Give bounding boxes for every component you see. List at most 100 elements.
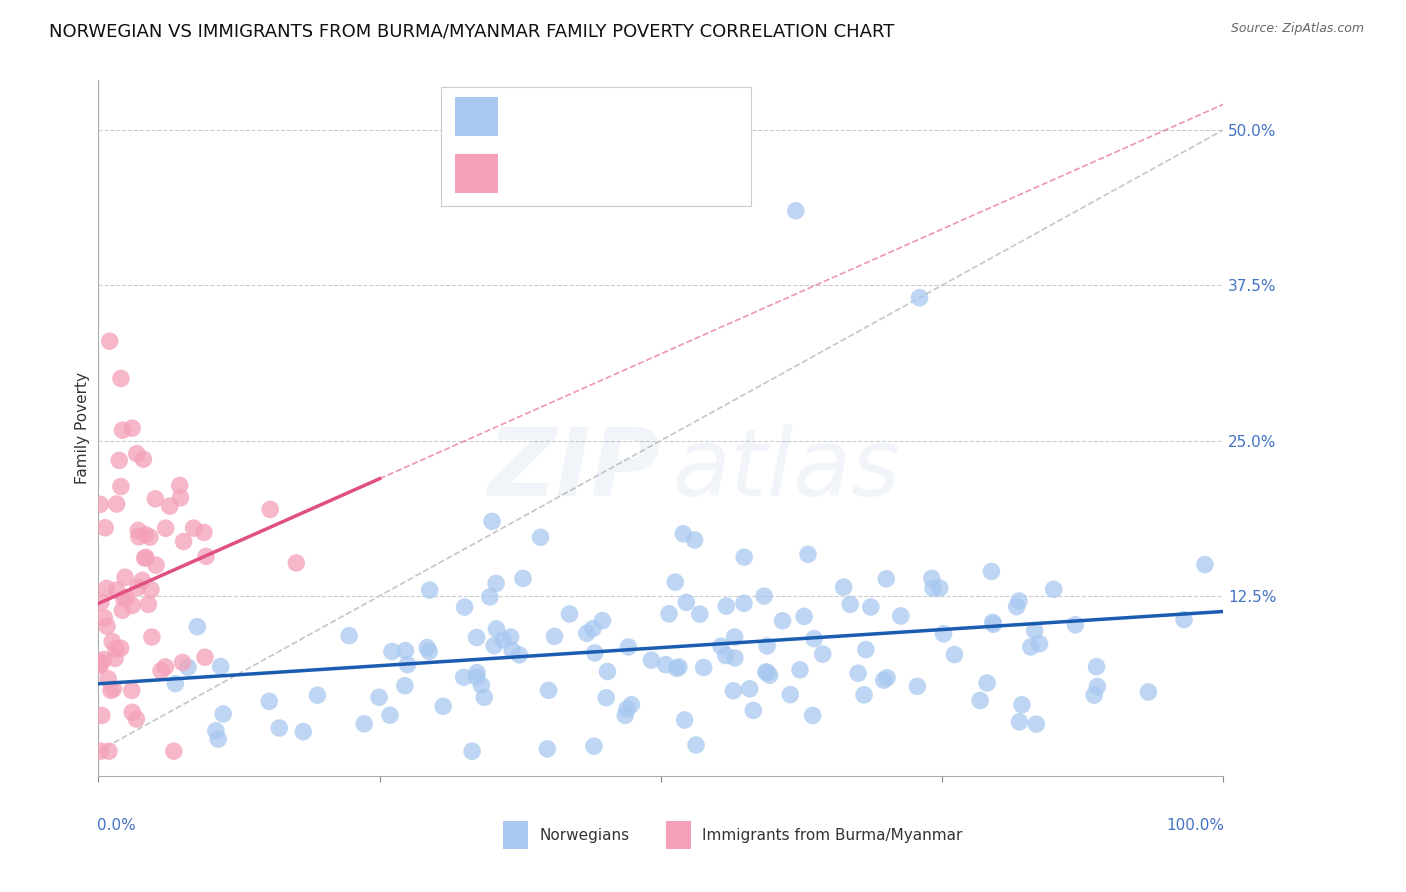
Point bbox=[797, 547, 820, 561]
Point bbox=[614, 708, 637, 723]
Text: R = 0.187: R = 0.187 bbox=[512, 166, 595, 181]
Point bbox=[928, 581, 950, 595]
FancyBboxPatch shape bbox=[441, 87, 751, 205]
Point bbox=[846, 666, 869, 681]
Point bbox=[461, 744, 484, 758]
Point bbox=[90, 595, 112, 609]
Point bbox=[675, 595, 697, 609]
Text: 100.0%: 100.0% bbox=[1167, 818, 1225, 833]
Point bbox=[692, 660, 714, 674]
Point bbox=[93, 652, 115, 666]
Point bbox=[793, 609, 815, 624]
Point bbox=[1083, 688, 1105, 702]
Point bbox=[789, 663, 811, 677]
Point bbox=[779, 688, 801, 702]
Point bbox=[876, 671, 898, 685]
Point bbox=[620, 698, 643, 712]
Point bbox=[756, 639, 779, 653]
Point bbox=[755, 665, 778, 679]
Point bbox=[673, 713, 696, 727]
Point bbox=[111, 423, 134, 437]
Point bbox=[97, 672, 120, 686]
Point bbox=[1008, 594, 1031, 608]
Point bbox=[756, 665, 779, 680]
Point bbox=[110, 641, 132, 656]
Point bbox=[125, 447, 148, 461]
Point bbox=[758, 668, 780, 682]
Point bbox=[908, 291, 931, 305]
Point bbox=[742, 703, 765, 717]
Point bbox=[1042, 582, 1064, 597]
FancyBboxPatch shape bbox=[503, 822, 529, 849]
Point bbox=[285, 556, 308, 570]
Point bbox=[981, 615, 1004, 630]
Point bbox=[155, 660, 177, 674]
Point bbox=[710, 639, 733, 653]
Point bbox=[616, 702, 638, 716]
Point bbox=[537, 683, 560, 698]
Point bbox=[127, 581, 149, 595]
Point bbox=[121, 705, 143, 719]
Point bbox=[1194, 558, 1216, 572]
Point bbox=[143, 491, 166, 506]
Point bbox=[668, 660, 690, 674]
Point bbox=[378, 708, 401, 723]
Text: R = 0.236: R = 0.236 bbox=[512, 109, 595, 124]
Point bbox=[1173, 613, 1195, 627]
Point bbox=[591, 614, 613, 628]
Point bbox=[855, 642, 877, 657]
Point bbox=[127, 524, 149, 538]
Point bbox=[672, 526, 695, 541]
Point bbox=[969, 693, 991, 707]
Point bbox=[472, 690, 495, 705]
Point bbox=[134, 527, 156, 541]
Point bbox=[658, 607, 681, 621]
Point bbox=[93, 611, 115, 625]
Point bbox=[307, 688, 329, 702]
Point bbox=[1137, 685, 1160, 699]
Point bbox=[381, 644, 404, 658]
Point bbox=[96, 582, 118, 596]
Point bbox=[121, 421, 143, 435]
Point bbox=[465, 631, 488, 645]
Point bbox=[943, 648, 966, 662]
Point bbox=[733, 596, 755, 610]
Point bbox=[128, 530, 150, 544]
Point bbox=[575, 626, 598, 640]
Point bbox=[145, 558, 167, 573]
Point bbox=[905, 679, 928, 693]
Point bbox=[172, 656, 194, 670]
Text: Source: ZipAtlas.com: Source: ZipAtlas.com bbox=[1230, 22, 1364, 36]
FancyBboxPatch shape bbox=[456, 154, 498, 193]
Point bbox=[131, 574, 153, 588]
Point bbox=[738, 681, 761, 696]
Point bbox=[259, 502, 281, 516]
Point bbox=[394, 643, 416, 657]
Point bbox=[478, 590, 501, 604]
Point bbox=[165, 676, 187, 690]
Point bbox=[89, 497, 111, 511]
Point bbox=[803, 632, 825, 646]
Point bbox=[685, 738, 707, 752]
Point bbox=[558, 607, 581, 621]
Point bbox=[485, 576, 508, 591]
Point bbox=[177, 660, 200, 674]
Point bbox=[141, 630, 163, 644]
Point bbox=[194, 650, 217, 665]
Point bbox=[139, 582, 162, 597]
Point bbox=[89, 658, 111, 673]
Point bbox=[90, 744, 112, 758]
Point bbox=[482, 639, 505, 653]
Point bbox=[596, 665, 619, 679]
Point bbox=[104, 641, 127, 656]
Text: Norwegians: Norwegians bbox=[540, 828, 630, 843]
Point bbox=[94, 521, 117, 535]
Point bbox=[512, 571, 534, 585]
FancyBboxPatch shape bbox=[456, 97, 498, 136]
Point bbox=[212, 706, 235, 721]
Point bbox=[752, 589, 775, 603]
Point bbox=[733, 550, 755, 565]
Text: ZIP: ZIP bbox=[488, 424, 661, 516]
Point bbox=[485, 622, 508, 636]
Point bbox=[1028, 637, 1050, 651]
